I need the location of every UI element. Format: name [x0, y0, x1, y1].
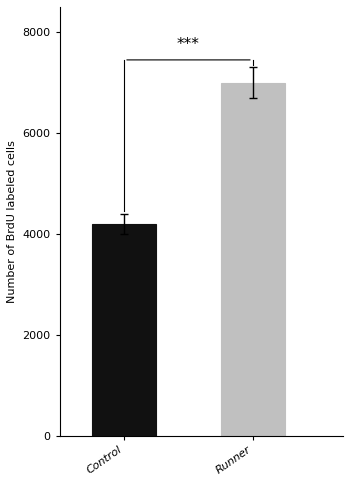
Y-axis label: Number of BrdU labeled cells: Number of BrdU labeled cells: [7, 140, 17, 303]
Bar: [221, 83, 285, 436]
Bar: [92, 224, 156, 436]
Text: ***: ***: [177, 37, 200, 52]
